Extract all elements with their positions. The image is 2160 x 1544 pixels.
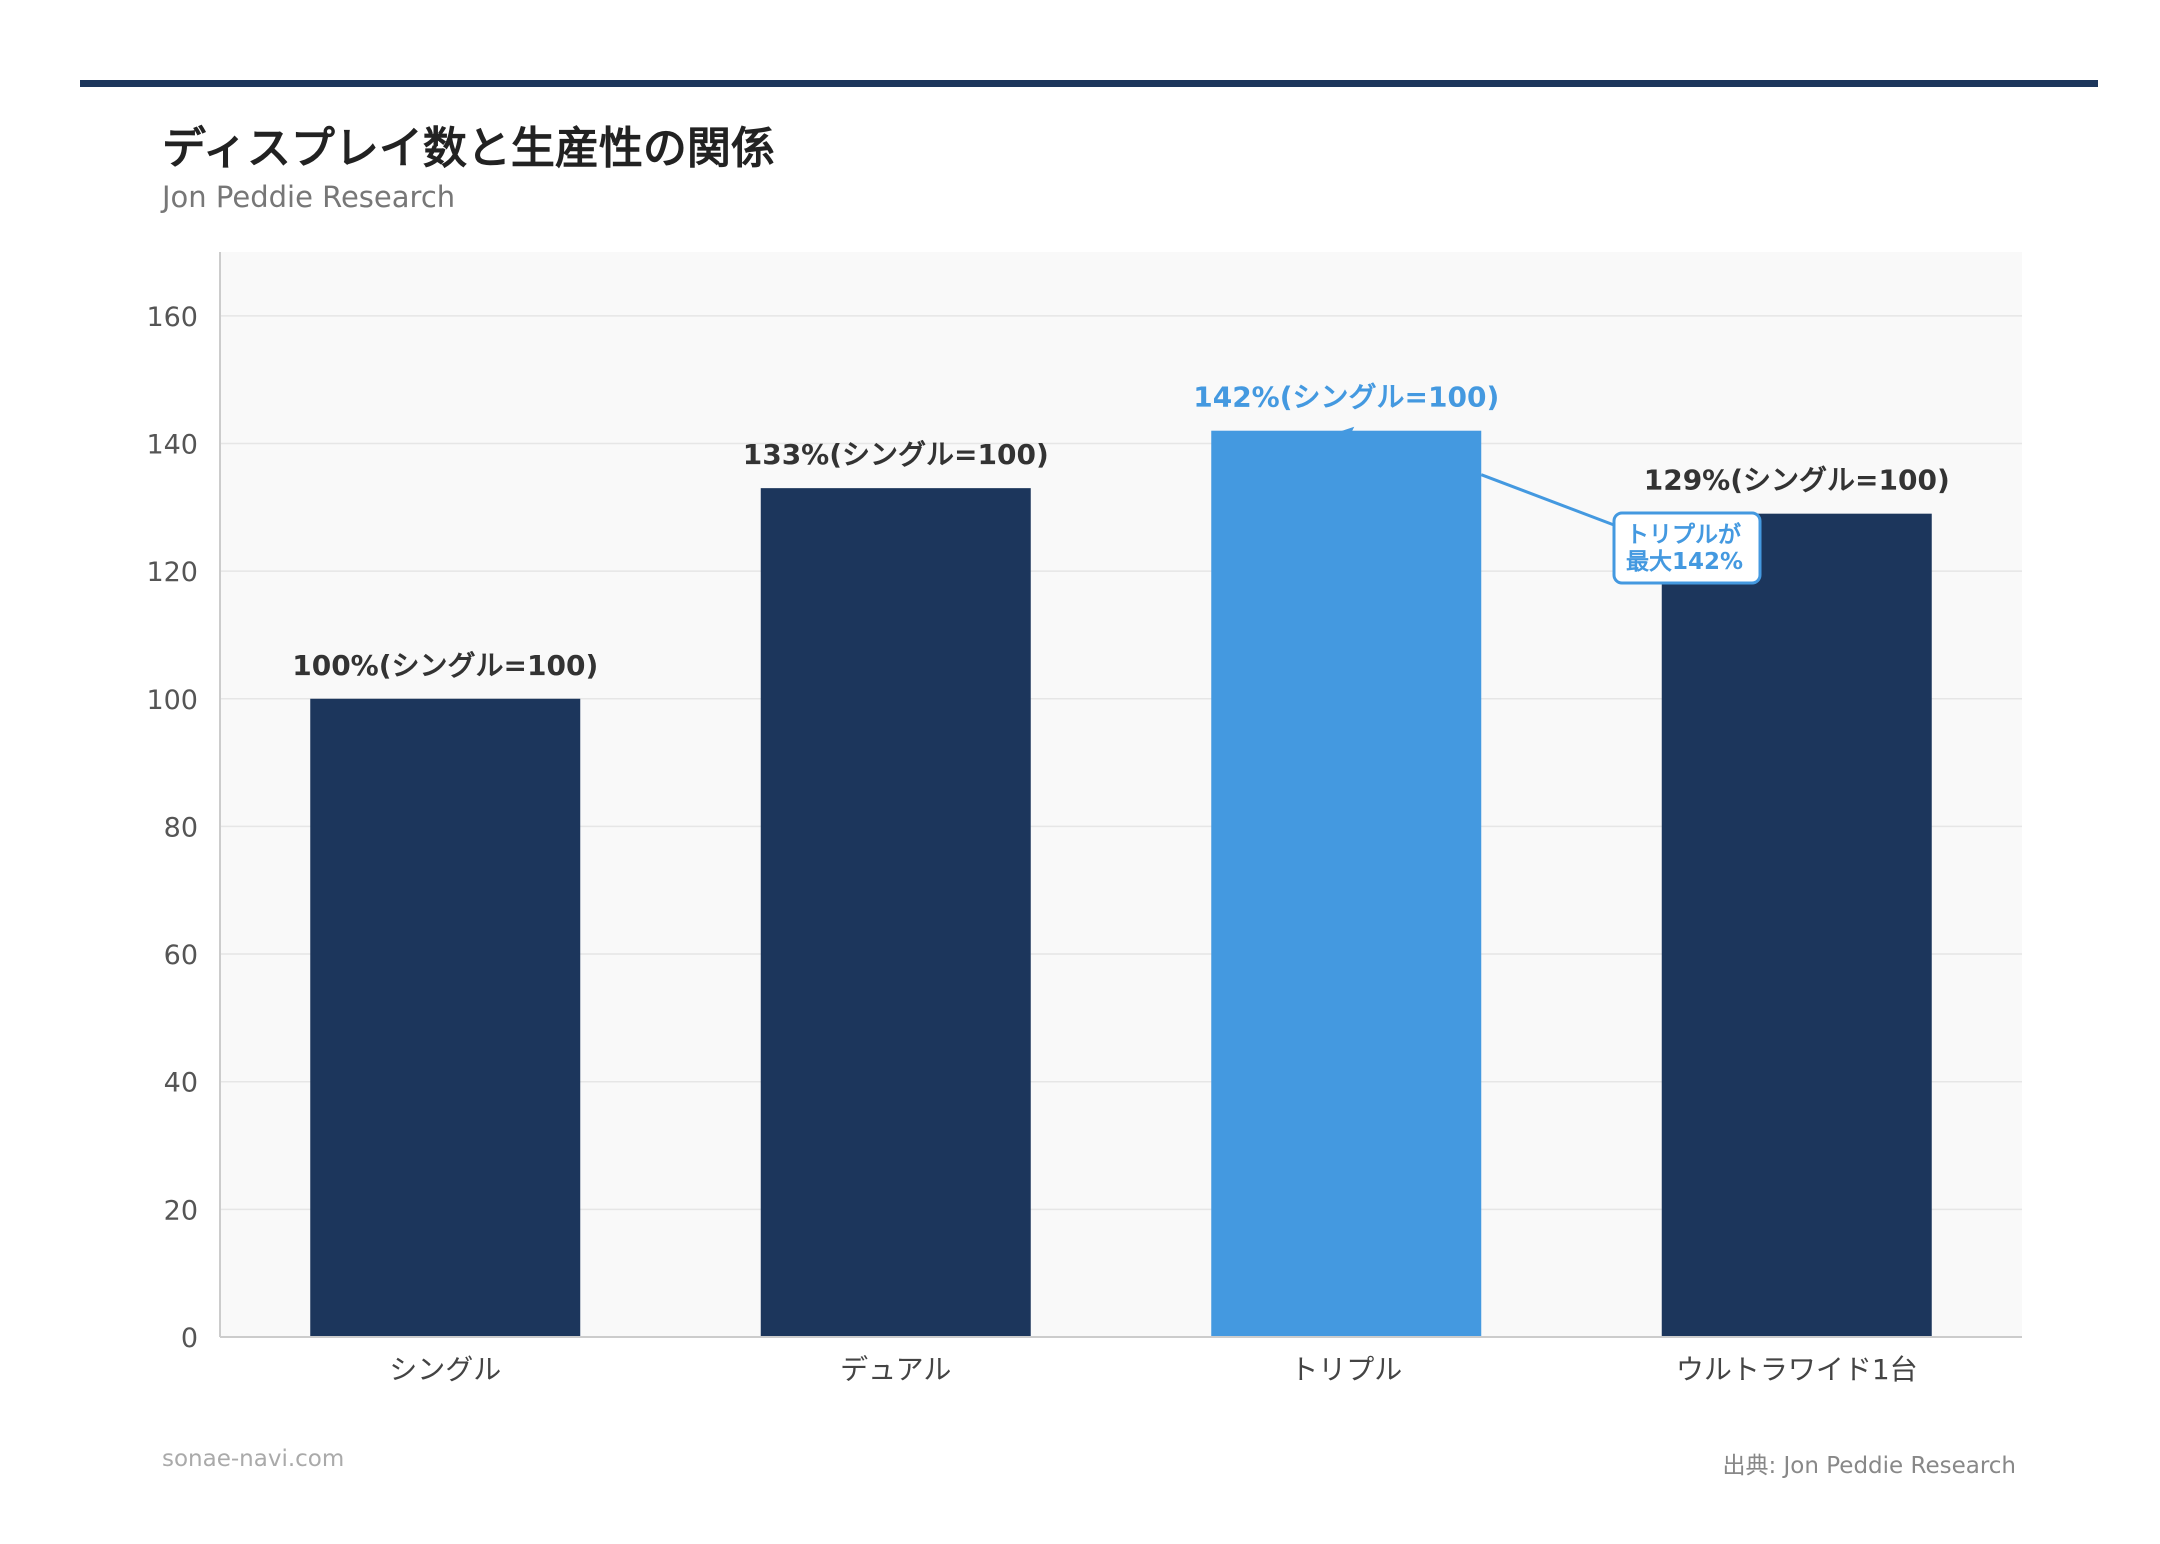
- x-tick-label: デュアル: [840, 1353, 951, 1386]
- bar-3: [1211, 430, 1482, 1337]
- bar-4: [1661, 513, 1932, 1337]
- bar-2: [760, 488, 1031, 1337]
- bars: [310, 430, 1932, 1337]
- footer-site: sonae-navi.com: [162, 1446, 345, 1472]
- y-tick-label: 120: [146, 557, 198, 588]
- y-tick-label: 160: [146, 302, 198, 333]
- data-labels: 100%(シングル=100) 133%(シングル=100) 142%(シングル=10…: [292, 381, 1950, 682]
- y-tick-label: 60: [164, 940, 198, 971]
- x-tick-label: ウルトラワイド1台: [1676, 1353, 1918, 1386]
- footer-source: 出典: Jon Peddie Research: [1722, 1453, 2016, 1479]
- x-tick-label: トリプル: [1290, 1353, 1402, 1386]
- page-title: ディスプレイ数と生産性の関係: [162, 123, 775, 174]
- y-tick-label: 40: [164, 1068, 198, 1099]
- data-label-3: 142%(シングル=100): [1193, 381, 1499, 414]
- y-axis-ticks: 0 20 40 60 80 100 120 140 160: [146, 302, 198, 1354]
- data-label-2: 133%(シングル=100): [743, 438, 1049, 471]
- data-label-1: 100%(シングル=100): [292, 649, 598, 682]
- y-tick-label: 20: [164, 1195, 198, 1226]
- data-label-4: 129%(シングル=100): [1644, 464, 1950, 497]
- annotation-connector: [1480, 473, 1615, 527]
- y-tick-label: 140: [146, 429, 198, 460]
- annotation-text-line-1: トリプルが: [1626, 521, 1741, 548]
- y-tick-label: 0: [181, 1323, 198, 1354]
- y-tick-label: 100: [146, 685, 198, 716]
- y-tick-label: 80: [164, 812, 198, 843]
- top-rule: [80, 80, 2098, 87]
- bar-1: [310, 698, 581, 1337]
- x-tick-label: シングル: [389, 1353, 501, 1386]
- annotation-arrowhead: [1336, 426, 1355, 435]
- axes: [219, 252, 2022, 1338]
- annotation-box: [1612, 511, 1762, 585]
- x-axis-ticks: シングル デュアル トリプル ウルトラワイド1台: [389, 1353, 1917, 1386]
- page-subtitle: Jon Peddie Research: [162, 180, 456, 214]
- annotation-text-line-2: 最大142%: [1626, 549, 1743, 575]
